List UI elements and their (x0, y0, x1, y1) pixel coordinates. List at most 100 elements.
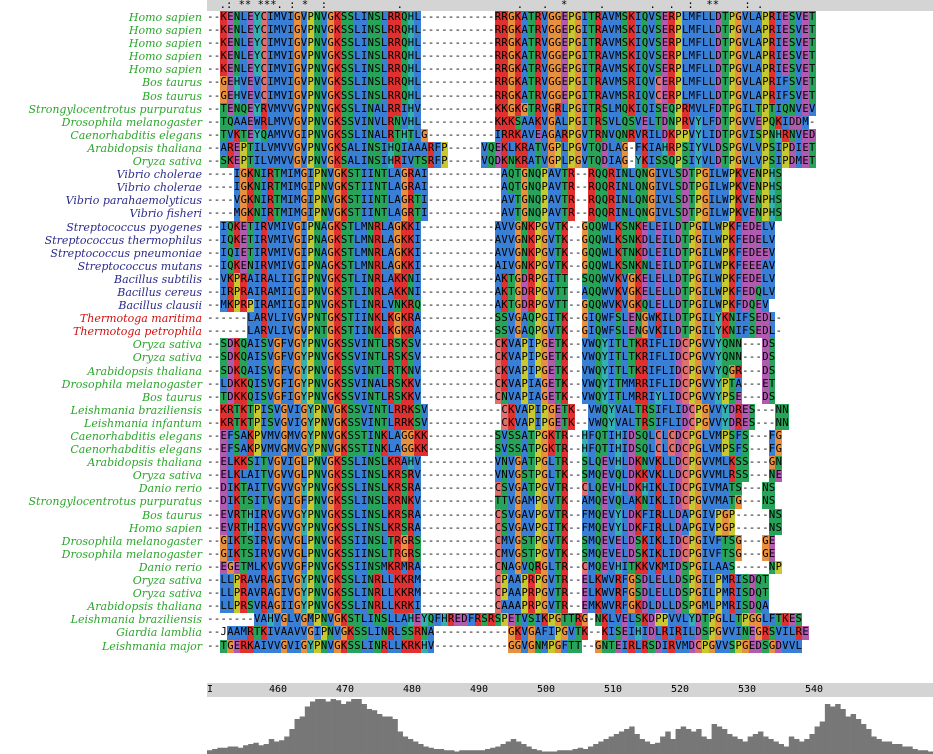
sequence-name[interactable]: Arabidopsis thaliana (87, 141, 202, 155)
sequence-row: --TQAAEWRLMVVGVPNVGKSSVINVLRNVHL--------… (207, 115, 816, 129)
sequence-row: --EVRTHIRVGVVGYPNVGKSSLINSLKRSRA--------… (207, 508, 783, 522)
sequence-name[interactable]: Oryza sativa (132, 351, 202, 365)
histogram-bar (526, 746, 532, 754)
sequence-name[interactable]: Bacillus clausii (118, 299, 202, 313)
sequence-name[interactable]: Bos taurus (142, 89, 202, 103)
histogram-bar (680, 726, 687, 754)
sequence-name[interactable]: Vibrio fisheri (129, 207, 202, 221)
sequence-name[interactable]: Oryza sativa (132, 469, 202, 483)
histogram-bar (346, 701, 352, 754)
sequence-name[interactable]: Thermotoga petrophila (73, 325, 202, 339)
ruler-tick-label: 490 (470, 684, 489, 695)
sequence-row: --SDKQAISVGFVGYPNVGKSSVINTLRTKNV--------… (207, 364, 776, 378)
sequence-name[interactable]: Drosophila melanogaster (61, 377, 202, 391)
ruler-tick-label: 460 (269, 684, 288, 695)
sequence-name[interactable]: Strongylocentrotus purpuratus (28, 495, 203, 509)
sequence-name[interactable]: Caenorhabditis elegans (70, 443, 202, 457)
sequence-name[interactable]: Bos taurus (142, 508, 202, 522)
histogram-bar (351, 699, 357, 754)
histogram-bar (449, 750, 455, 754)
sequence-name[interactable]: Oryza sativa (132, 338, 202, 352)
sequence-name[interactable]: Bos taurus (142, 390, 202, 404)
sequence-name[interactable]: Thermotoga maritima (79, 312, 202, 326)
sequence-row: --LLPRAVRAGIVGYPNVGKSSLINRLLKKRM--------… (207, 574, 769, 588)
sequence-name[interactable]: Homo sapien (128, 24, 202, 38)
sequence-name[interactable]: Leishmania braziliensis (70, 613, 202, 627)
sequence-row: --EFSAKPVMVGMVGYPNVGKSSTINKLAGGKK-------… (207, 430, 783, 444)
sequence-row: --GEHVEVCIMVIGVPNVGKSSLINSLRRQHL--------… (207, 89, 816, 103)
sequence-name[interactable]: Vibrio cholerae (116, 168, 202, 182)
histogram-bar (629, 726, 635, 754)
sequence-name[interactable]: Giardia lamblia (116, 626, 202, 640)
sequence-name[interactable]: Streptococcus pyogenes (66, 220, 202, 234)
sequence-row: --KENLEYCIMVIGVPNVGKSSLINSLRRQHL--------… (207, 50, 816, 64)
histogram-bar (618, 731, 625, 754)
sequence-row: ------LARVLIVGVPNTGKSTIINKLKGKRA--------… (207, 325, 782, 339)
histogram-bar (562, 750, 568, 754)
histogram-bar (660, 736, 666, 754)
sequence-row: --GIKTSIRVGVVGLPNVGKSSIINSLTRGRS--------… (207, 534, 776, 548)
sequence-name[interactable]: Arabidopsis thaliana (87, 364, 202, 378)
histogram-bar (443, 750, 450, 754)
sequence-name[interactable]: Streptococcus pneumoniae (50, 246, 202, 260)
sequence-name[interactable]: Danio rerio (138, 482, 202, 496)
sequence-name[interactable]: Arabidopsis thaliana (87, 600, 202, 614)
histogram-bar (613, 734, 620, 754)
sequence-name[interactable]: Strongylocentrotus purpuratus (28, 102, 203, 116)
sequence-name[interactable]: Streptococcus mutans (77, 259, 202, 273)
sequence-name[interactable]: Homo sapien (128, 11, 202, 24)
sequence-name[interactable]: Homo sapien (128, 63, 202, 77)
sequence-name[interactable]: Leishmania infantum (84, 416, 202, 430)
histogram-bar (263, 744, 270, 754)
histogram-bar (505, 741, 512, 754)
histogram-bar (582, 749, 589, 754)
sequence-row: --IRPRAIRAMIIGIPNVGKSTLINRLAKKNI--------… (207, 285, 776, 300)
histogram-bar (588, 746, 594, 754)
sequence-row: --SKEPTILVMVVGVPNVGKSALINSIHRIVTSRFP----… (207, 155, 816, 169)
sequence-name[interactable]: Drosophila melanogaster (61, 534, 202, 548)
sequence-name[interactable]: Arabidopsis thaliana (87, 456, 202, 470)
sequence-name[interactable]: Vibrio parahaemolyticus (65, 194, 202, 208)
sequence-name[interactable]: Bacillus subtilis (114, 272, 202, 286)
histogram-bar (783, 746, 790, 754)
sequence-name[interactable]: Bacillus cereus (117, 285, 202, 299)
sequence-name[interactable]: Leishmania major (102, 639, 202, 653)
histogram-bar (412, 741, 419, 754)
histogram-bar (768, 739, 774, 754)
histogram-bar (479, 750, 486, 754)
sequence-name[interactable]: Drosophila melanogaster (61, 547, 202, 561)
sequence-name[interactable]: Homo sapien (128, 521, 202, 535)
histogram-bar (737, 739, 743, 754)
sequence-name[interactable]: Oryza sativa (132, 155, 202, 169)
sequence-name[interactable]: Drosophila melanogaster (61, 115, 202, 129)
sequence-row: -------VAHVGLVGMPNVGKSTLINSLLAHEYQFHREDF… (207, 613, 803, 627)
sequence-name[interactable]: Leishmania braziliensis (70, 403, 202, 417)
sequence-name[interactable]: Vibrio cholerae (116, 181, 202, 195)
sequence-name[interactable]: Oryza sativa (132, 574, 202, 588)
histogram-bar (747, 736, 754, 754)
sequence-name[interactable]: Oryza sativa (132, 587, 202, 601)
ruler-tick-label: 500 (537, 684, 556, 695)
sequence-alignment-panel[interactable]: .: ** ***. : * : . . . * . . . : ** : . … (207, 0, 933, 660)
histogram-bar (541, 751, 548, 754)
histogram-bar (521, 744, 527, 754)
sequence-name[interactable]: Danio rerio (138, 560, 202, 574)
sequence-row: --VKPRAIRALIIGIPNVGKSTLINRLAKKNI--------… (207, 272, 776, 286)
sequence-name[interactable]: Homo sapien (128, 50, 202, 64)
histogram-bar (886, 741, 893, 754)
sequence-name[interactable]: Streptococcus thermophilus (44, 233, 202, 247)
histogram-bar (634, 734, 640, 754)
sequence-name[interactable]: Homo sapien (128, 37, 202, 51)
sequence-name[interactable]: Caenorhabditis elegans (70, 430, 202, 443)
histogram-bar (279, 740, 285, 754)
histogram-bar (433, 749, 439, 754)
sequence-name[interactable]: Bos taurus (142, 76, 202, 90)
histogram-bar (696, 729, 702, 754)
sequence-name[interactable]: Caenorhabditis elegans (70, 128, 202, 142)
histogram-bar (232, 746, 239, 754)
sequence-row: --IQKETIRVMIVGIPNAGKSTLMNRLAGKKI--------… (207, 233, 776, 247)
histogram-bar (896, 744, 903, 754)
panel-divider (0, 664, 933, 665)
histogram-bar (382, 716, 388, 754)
